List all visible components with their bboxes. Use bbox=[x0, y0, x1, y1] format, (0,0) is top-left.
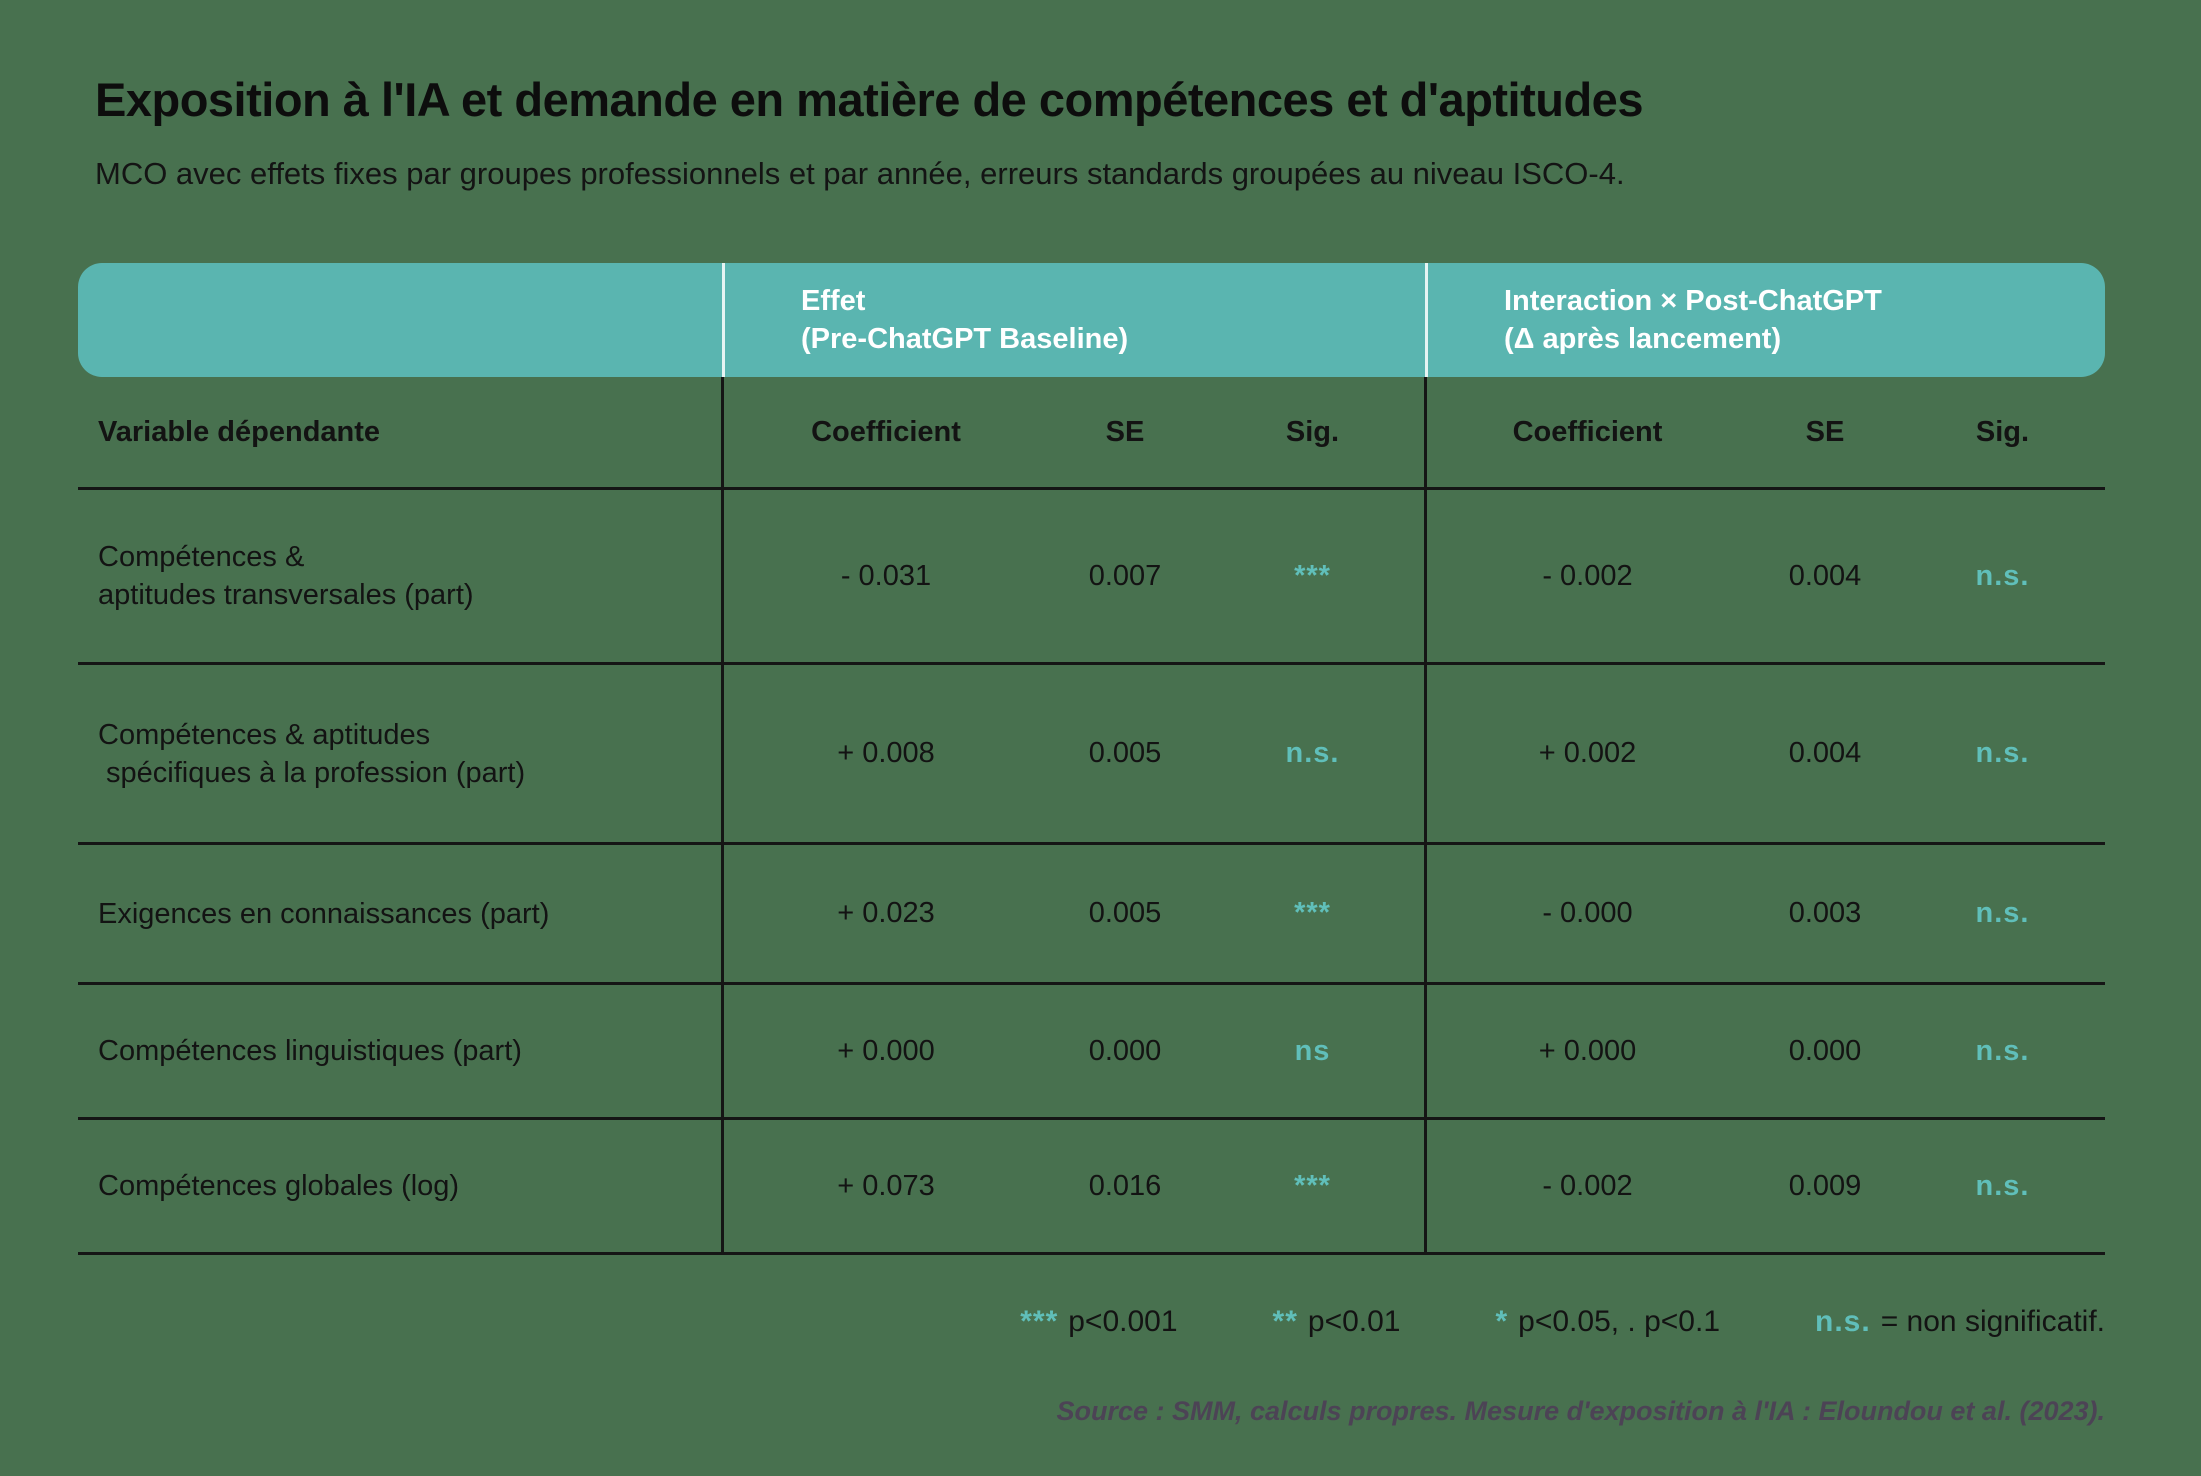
g2-sig-value: n.s. bbox=[1975, 1034, 2030, 1067]
table-row: Compétences & aptitudes spécifiques à la… bbox=[78, 665, 2105, 845]
g1-se-value: 0.005 bbox=[1088, 897, 1162, 929]
legend-text: p<0.05, . p<0.1 bbox=[1518, 1305, 1721, 1338]
legend-item-p005: * p<0.05, . p<0.1 bbox=[1495, 1305, 1720, 1339]
g2-coefficient-value: + 0.000 bbox=[1538, 1034, 1637, 1067]
row-label-line1: Compétences & bbox=[98, 541, 305, 573]
g2-sig-value: n.s. bbox=[1975, 559, 2030, 592]
g1-se-value: 0.005 bbox=[1088, 737, 1162, 769]
table-row: Compétences & aptitudes transversales (p… bbox=[78, 490, 2105, 665]
g2-sig-value: n.s. bbox=[1975, 897, 2030, 929]
group-header-interaction: Interaction × Post-ChatGPT (Δ après lanc… bbox=[1425, 263, 2105, 377]
g2-se-value: 0.004 bbox=[1788, 737, 1862, 769]
column-divider-line bbox=[1424, 377, 1427, 1255]
group-header-effect-line2: (Pre-ChatGPT Baseline) bbox=[801, 323, 1129, 355]
g1-coefficient-value: - 0.031 bbox=[840, 559, 932, 592]
g2-se-value: 0.004 bbox=[1788, 559, 1862, 592]
legend-text: p<0.01 bbox=[1307, 1305, 1401, 1338]
header-g1-sig: Sig. bbox=[1285, 415, 1340, 448]
header-g2-sig: Sig. bbox=[1975, 415, 2030, 448]
g1-se-value: 0.000 bbox=[1088, 1034, 1162, 1067]
row-label: Compétences & aptitudes transversales (p… bbox=[78, 538, 722, 614]
header-g2-se: SE bbox=[1805, 415, 1845, 448]
g2-coefficient-value: - 0.000 bbox=[1542, 897, 1633, 929]
legend-symbol: ** bbox=[1272, 1305, 1298, 1338]
legend-text: = non significatif. bbox=[1880, 1305, 2105, 1338]
g2-sig-value: n.s. bbox=[1975, 737, 2030, 769]
g1-se-value: 0.007 bbox=[1088, 559, 1162, 592]
g2-coefficient-value: - 0.002 bbox=[1542, 559, 1633, 592]
source-note: Source : SMM, calculs propres. Mesure d'… bbox=[1056, 1396, 2105, 1426]
legend-item-p01: ** p<0.01 bbox=[1273, 1305, 1401, 1339]
group-header-interaction-line1: Interaction × Post-ChatGPT bbox=[1504, 285, 1882, 317]
legend-symbol: *** bbox=[1020, 1305, 1059, 1338]
g1-sig-value: n.s. bbox=[1285, 737, 1340, 769]
table-row: Exigences en connaissances (part) + 0.02… bbox=[78, 845, 2105, 985]
page-subtitle: MCO avec effets fixes par groupes profes… bbox=[95, 156, 1625, 191]
header-g2-coefficient: Coefficient bbox=[1512, 415, 1663, 448]
g1-se-value: 0.016 bbox=[1088, 1169, 1162, 1202]
g2-sig-value: n.s. bbox=[1975, 1169, 2030, 1202]
row-label-line1: Exigences en connaissances (part) bbox=[98, 897, 550, 930]
g2-coefficient-value: + 0.002 bbox=[1538, 737, 1637, 769]
legend-item-p001: *** p<0.001 bbox=[1020, 1305, 1177, 1339]
header-g1-coefficient: Coefficient bbox=[811, 415, 961, 448]
row-label-line1: Compétences linguistiques (part) bbox=[98, 1035, 522, 1067]
g2-coefficient-value: - 0.002 bbox=[1542, 1169, 1633, 1202]
g1-coefficient-value: + 0.073 bbox=[837, 1169, 935, 1202]
table-header-row: Variable dépendante Coefficient SE Sig. … bbox=[78, 377, 2105, 490]
row-label-line1: Compétences globales (log) bbox=[98, 1170, 460, 1202]
header-g1-se: SE bbox=[1105, 415, 1145, 448]
row-label: Exigences en connaissances (part) bbox=[78, 895, 722, 933]
g1-coefficient-value: + 0.000 bbox=[837, 1034, 935, 1067]
table-row: Compétences linguistiques (part) + 0.000… bbox=[78, 985, 2105, 1120]
g2-se-value: 0.009 bbox=[1788, 1169, 1862, 1202]
row-label: Compétences globales (log) bbox=[78, 1167, 722, 1205]
row-label: Compétences linguistiques (part) bbox=[78, 1032, 722, 1070]
g2-se-value: 0.000 bbox=[1788, 1034, 1862, 1067]
row-label-line1: Compétences & aptitudes bbox=[98, 718, 431, 751]
g1-sig-value: ns bbox=[1294, 1034, 1331, 1067]
column-group-header-band: Effet (Pre-ChatGPT Baseline) Interaction… bbox=[78, 263, 2105, 377]
legend-item-ns: n.s. = non significatif. bbox=[1815, 1305, 2105, 1339]
band-empty-cell bbox=[78, 263, 722, 377]
g1-sig-value: *** bbox=[1294, 1169, 1331, 1202]
header-variable-dependante: Variable dépendante bbox=[98, 416, 381, 448]
legend-symbol: * bbox=[1495, 1305, 1509, 1338]
row-label-line2: aptitudes transversales (part) bbox=[98, 579, 474, 611]
g1-coefficient-value: + 0.023 bbox=[837, 897, 935, 929]
g1-sig-value: *** bbox=[1294, 897, 1331, 929]
legend-symbol: n.s. bbox=[1815, 1305, 1871, 1338]
row-label-line2: spécifiques à la profession (part) bbox=[106, 756, 526, 789]
group-header-effect-line1: Effet bbox=[801, 285, 866, 317]
table-row: Compétences globales (log) + 0.073 0.016… bbox=[78, 1120, 2105, 1255]
results-table: Effet (Pre-ChatGPT Baseline) Interaction… bbox=[78, 263, 2105, 1255]
group-header-interaction-line2: (Δ après lancement) bbox=[1504, 323, 1782, 355]
group-header-effect: Effet (Pre-ChatGPT Baseline) bbox=[722, 263, 1425, 377]
row-label: Compétences & aptitudes spécifiques à la… bbox=[78, 716, 722, 792]
page-title: Exposition à l'IA et demande en matière … bbox=[95, 73, 1643, 126]
g1-sig-value: *** bbox=[1294, 559, 1331, 592]
g1-coefficient-value: + 0.008 bbox=[837, 737, 935, 769]
column-divider-line bbox=[721, 377, 724, 1255]
significance-legend: *** p<0.001 ** p<0.01 * p<0.05, . p<0.1 n.s… bbox=[0, 1305, 2105, 1339]
legend-text: p<0.001 bbox=[1068, 1305, 1178, 1338]
g2-se-value: 0.003 bbox=[1788, 897, 1862, 929]
